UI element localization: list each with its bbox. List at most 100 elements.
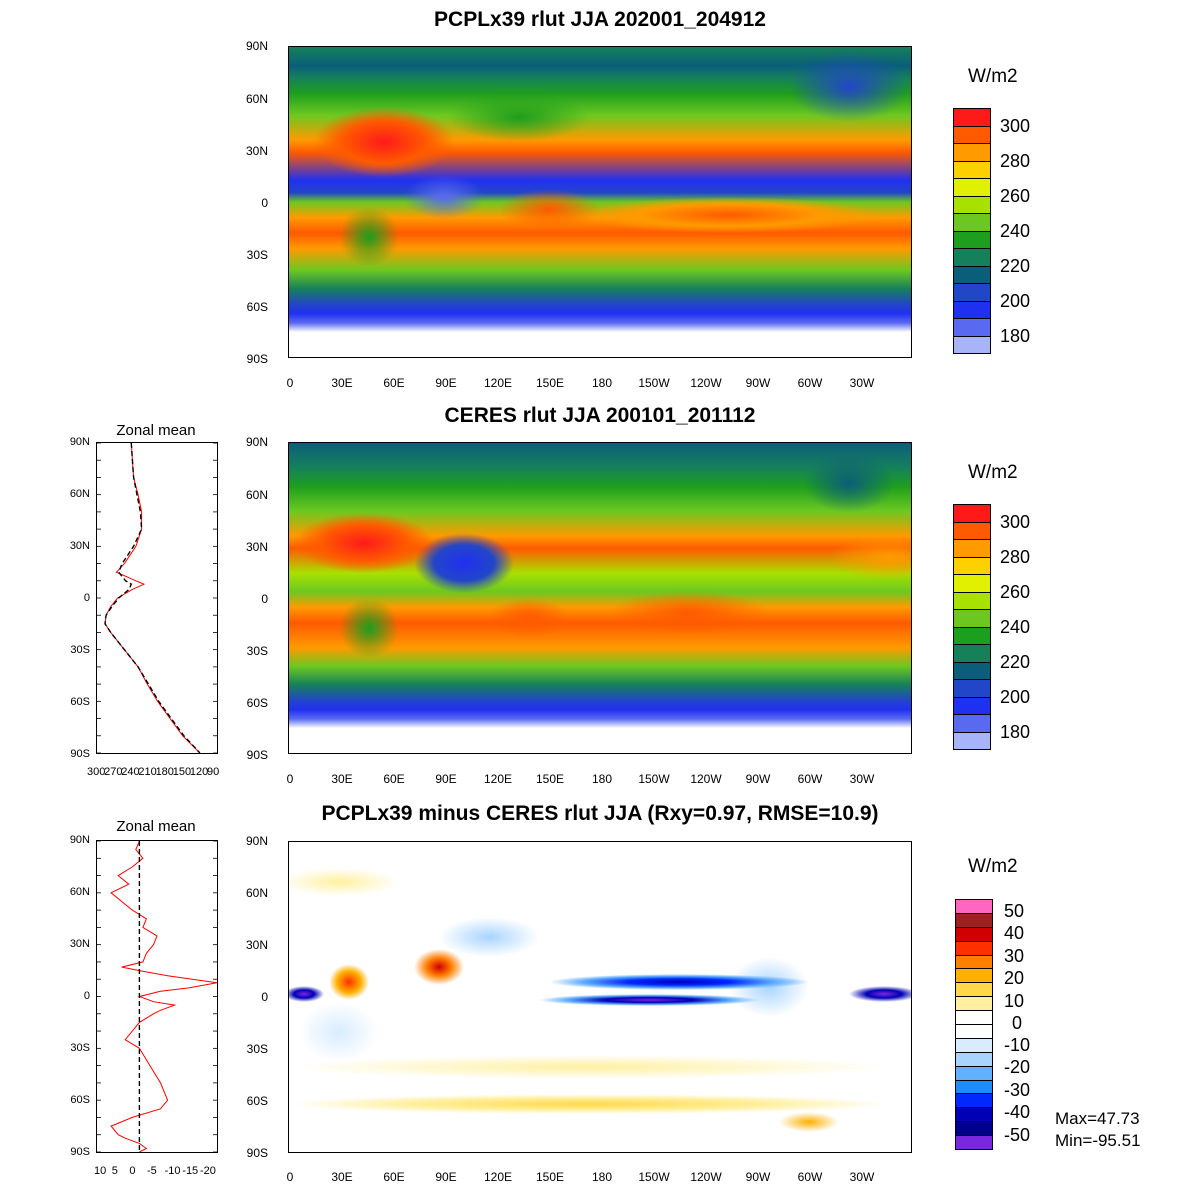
panel2-lon-tick: 90E <box>435 772 457 786</box>
panel1-lon-tick: 30E <box>331 376 353 390</box>
panel2-colorbar <box>953 504 991 750</box>
panel2-colorbar-label: 220 <box>1000 652 1031 672</box>
panel1-lon-tick: 0 <box>286 376 294 390</box>
colorbar-swatch <box>956 1108 992 1123</box>
panel3-colorbar <box>955 899 993 1151</box>
panel3-lat-tick: 30N <box>245 938 268 952</box>
panel2-lon-tick: 0 <box>286 772 294 786</box>
panel2-colorbar-label: 240 <box>1000 617 1031 637</box>
panel2-lat-tick: 30N <box>245 540 268 554</box>
colorbar-swatch <box>954 336 990 353</box>
panel3-colorbar-label: -10 <box>1004 1035 1031 1055</box>
zonal-mean-x-tick: 10 <box>94 1165 107 1177</box>
panel2-lon-tick: 120W <box>690 772 722 786</box>
panel2-lon-tick: 30E <box>331 772 353 786</box>
panel2-lon-tick: 150W <box>638 772 670 786</box>
panel1-lat-tick: 30N <box>245 144 268 158</box>
panel3-lon-tick: 0 <box>286 1170 294 1184</box>
panel2-lat-tick: 60S <box>246 696 268 710</box>
colorbar-swatch <box>956 1052 992 1067</box>
panel1-colorbar-label: 240 <box>1000 221 1031 241</box>
panel2-lon-tick: 60W <box>797 772 823 786</box>
colorbar-swatch <box>954 231 990 249</box>
panel2-lat-tick: 90N <box>245 435 268 449</box>
panel2-colorbar-label: 300 <box>1000 512 1031 532</box>
zonal-mean-x-tick: 0 <box>129 1165 136 1177</box>
zonal-mean-clim-lat-tick: 90S <box>70 748 90 760</box>
panel2-lat-tick: 30S <box>246 644 268 658</box>
panel3-colorbar-label: 0 <box>1012 1013 1023 1033</box>
panel3-lat-tick: 90S <box>246 1146 268 1160</box>
colorbar-swatch <box>954 575 990 593</box>
zonal-mean-clim-lat-tick: 30N <box>69 540 90 552</box>
colorbar-swatch <box>956 1080 992 1095</box>
panel3-lon-tick: 30W <box>849 1170 875 1184</box>
colorbar-swatch <box>956 1025 992 1039</box>
panel1-colorbar-label: 220 <box>1000 256 1031 276</box>
zonal-mean-model-line <box>104 443 201 753</box>
zonal-mean-clim-lat-tick: 0 <box>83 592 90 604</box>
colorbar-swatch <box>954 505 990 523</box>
colorbar-swatch <box>956 913 992 928</box>
panel1-lon-tick: 180 <box>591 376 613 390</box>
zonal-mean-clim-lat-tick: 90N <box>69 436 90 448</box>
panel1-lon-tick: 90W <box>745 376 771 390</box>
panel3-map[interactable] <box>288 841 912 1153</box>
colorbar-swatch <box>954 161 990 179</box>
panel3-colorbar-label: -20 <box>1004 1057 1031 1077</box>
zonal-mean-diff-lat-tick: 0 <box>83 990 90 1002</box>
panel3-colorbar-label: -50 <box>1004 1125 1031 1145</box>
colorbar-swatch <box>954 319 990 337</box>
colorbar-swatch <box>954 522 990 540</box>
colorbar-swatch <box>954 179 990 197</box>
panel3-lat-tick: 60S <box>246 1094 268 1108</box>
panel3-colorbar-label: 20 <box>1004 968 1025 988</box>
colorbar-swatch <box>954 627 990 645</box>
panel3-lon-tick: 180 <box>591 1170 613 1184</box>
panel3-title: PCPLx39 minus CERES rlut JJA (Rxy=0.97, … <box>321 802 879 825</box>
panel2-map[interactable] <box>288 442 912 754</box>
panel1-lon-tick: 30W <box>849 376 875 390</box>
panel1-map[interactable] <box>288 46 912 358</box>
panel2-lon-tick: 180 <box>591 772 613 786</box>
panel1-colorbar-label: 180 <box>1000 326 1031 346</box>
colorbar-swatch <box>954 610 990 628</box>
panel3-colorbar-units: W/m2 <box>968 856 1018 877</box>
colorbar-swatch <box>956 1011 992 1026</box>
panel2-lat-tick: 0 <box>261 592 268 606</box>
colorbar-swatch <box>954 301 990 319</box>
colorbar-swatch <box>956 1038 992 1053</box>
panel3-colorbar-label: 50 <box>1004 901 1025 921</box>
zonal-mean-diff-title: Zonal mean <box>116 818 196 835</box>
colorbar-swatch <box>956 983 992 998</box>
zonal-mean-diff-lat-tick: 90S <box>70 1146 90 1158</box>
colorbar-swatch <box>954 144 990 162</box>
zonal-mean-clim-plot[interactable] <box>96 442 218 754</box>
colorbar-swatch <box>954 557 990 575</box>
panel3-lon-tick: 120W <box>690 1170 722 1184</box>
zonal-mean-diff-lat-tick: 30N <box>69 938 90 950</box>
panel1-lon-tick: 60E <box>383 376 405 390</box>
colorbar-swatch <box>956 1066 992 1081</box>
zonal-mean-x-tick: 270 <box>104 766 123 778</box>
colorbar-swatch <box>954 715 990 733</box>
colorbar-swatch <box>956 927 992 942</box>
panel2-lat-tick: 90S <box>246 748 268 762</box>
panel2-colorbar-label: 180 <box>1000 722 1031 742</box>
colorbar-swatch <box>954 109 990 127</box>
zonal-mean-x-tick: 210 <box>138 766 157 778</box>
diff-min-stat: Min=-95.51 <box>1055 1131 1141 1150</box>
panel3-lon-tick: 60E <box>383 1170 405 1184</box>
panel2-colorbar-label: 260 <box>1000 582 1031 602</box>
panel3-lon-tick: 150W <box>638 1170 670 1184</box>
panel1-lat-tick: 30S <box>246 248 268 262</box>
panel3-lon-tick: 30E <box>331 1170 353 1184</box>
colorbar-swatch <box>956 1122 992 1137</box>
zonal-mean-x-tick: 180 <box>155 766 174 778</box>
zonal-mean-reference-line <box>104 443 201 753</box>
zonal-mean-diff-lat-tick: 60N <box>69 886 90 898</box>
zonal-mean-clim-lat-tick: 30S <box>70 644 90 656</box>
panel1-lon-tick: 150E <box>535 376 565 390</box>
zonal-mean-x-tick: 5 <box>111 1165 118 1177</box>
zonal-mean-diff-plot[interactable] <box>96 840 218 1153</box>
